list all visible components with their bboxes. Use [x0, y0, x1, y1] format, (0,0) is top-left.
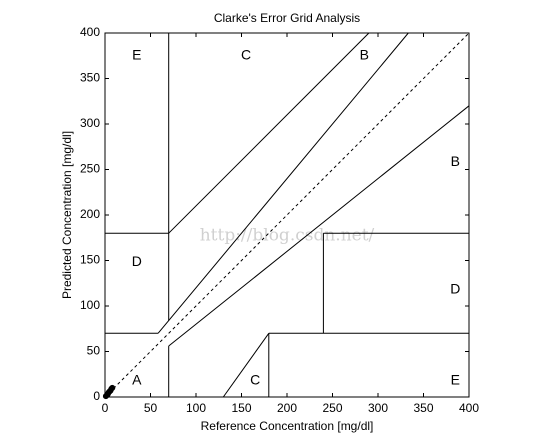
y-tick-label: 150 [80, 253, 100, 267]
x-axis-label: Reference Concentration [mg/dl] [201, 419, 374, 433]
y-tick-label: 350 [80, 71, 100, 85]
zone-boundary [222, 333, 270, 398]
x-tick-label: 350 [413, 401, 433, 415]
y-tick-label: 400 [80, 25, 100, 39]
watermark: http://blog.csdn.net/ [200, 226, 375, 246]
x-tick-label: 50 [144, 401, 158, 415]
zone-label: C [250, 371, 260, 387]
zone-label: C [241, 46, 251, 62]
zone-label: D [450, 280, 460, 296]
diagonal-line [104, 32, 470, 398]
chart-title: Clarke's Error Grid Analysis [214, 11, 360, 25]
zone-label: E [451, 371, 460, 387]
zone-label: D [132, 253, 142, 269]
x-tick-label: 250 [322, 401, 342, 415]
y-axis-label: Predicted Concentration [mg/dl] [60, 131, 74, 299]
zone-boundary [168, 32, 370, 234]
zone-label: B [360, 46, 369, 62]
zone-label: B [451, 153, 460, 169]
x-tick-label: 100 [186, 401, 206, 415]
x-tick-label: 300 [368, 401, 388, 415]
zone-label: A [132, 371, 142, 387]
y-tick-label: 0 [93, 389, 100, 403]
x-tick-label: 150 [231, 401, 251, 415]
y-tick-label: 200 [80, 207, 100, 221]
y-tick-label: 300 [80, 116, 100, 130]
zone-boundary [168, 105, 470, 347]
zone-label: E [132, 46, 141, 62]
x-tick-label: 200 [277, 401, 297, 415]
x-tick-label: 400 [459, 401, 479, 415]
y-tick-label: 100 [80, 298, 100, 312]
y-tick-label: 250 [80, 162, 100, 176]
plot-frame [104, 32, 470, 398]
y-tick-label: 50 [87, 344, 101, 358]
zone-boundary [157, 32, 409, 334]
data-point [109, 384, 116, 391]
x-tick-label: 0 [102, 401, 109, 415]
